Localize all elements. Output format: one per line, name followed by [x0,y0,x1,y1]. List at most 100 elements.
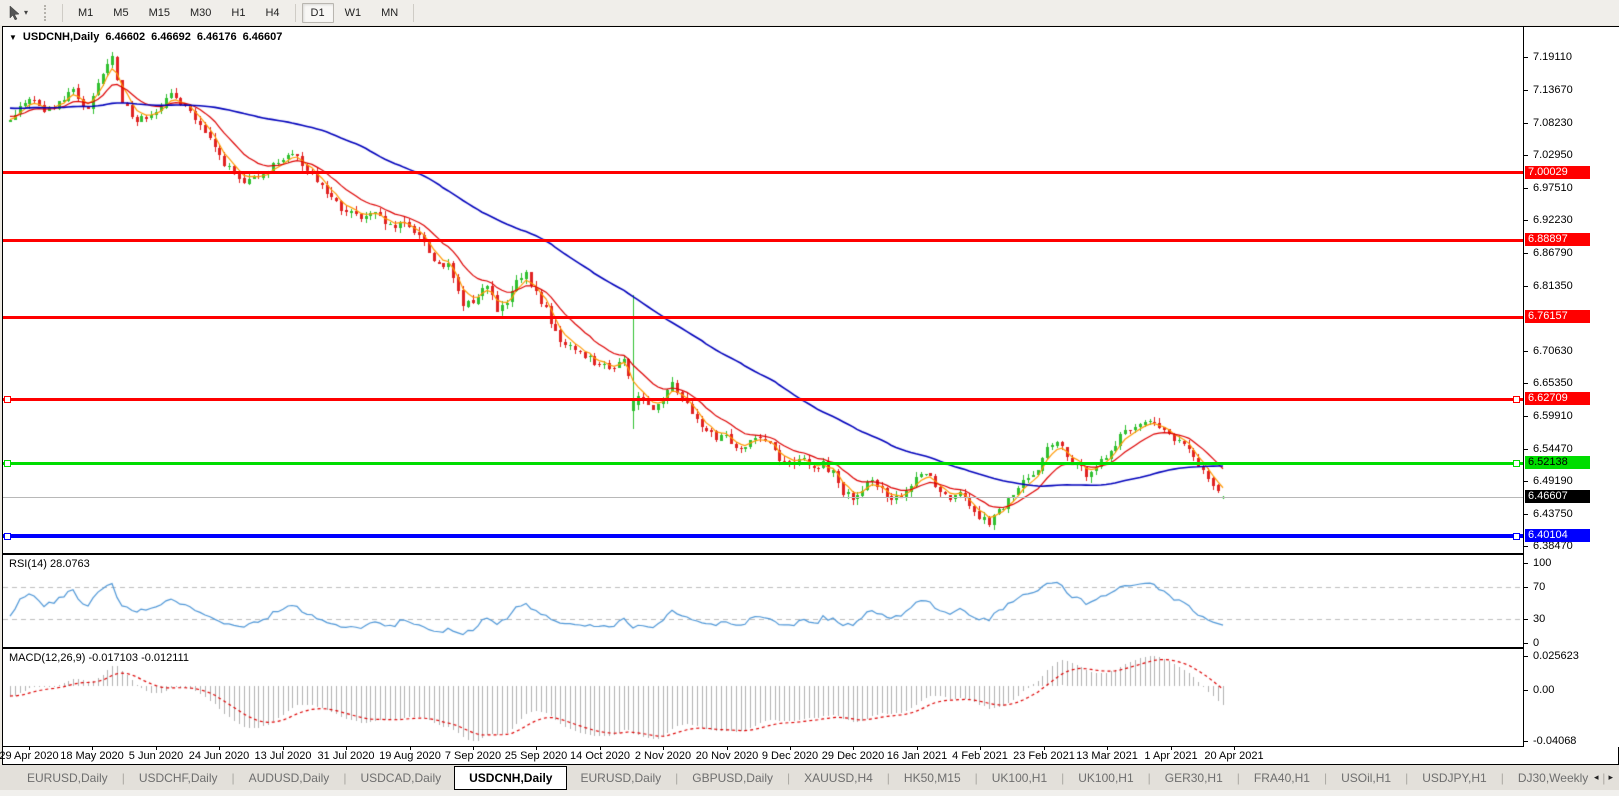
toolbar-separator [62,3,63,22]
date-tick [219,747,220,750]
rsi-panel[interactable]: RSI(14) 28.0763 [3,555,1523,647]
tab-separator: | [1405,770,1409,785]
hline-6.76157[interactable] [3,316,1523,319]
price-axis: 7.19110 7.13670 7.08230 7.02950 6.97510 6.922… [1523,27,1619,747]
date-label: 24 Jun 2020 [188,750,250,762]
timeframe-m15-button[interactable]: M15 [148,6,170,19]
tab-hk50-m15[interactable]: HK50,M15 [903,770,961,785]
tab-eurusd-daily[interactable]: EURUSD,Daily [27,770,108,785]
timeframe-mn-button[interactable]: MN [381,6,399,19]
date-tick [346,747,347,750]
tab-gbpusd-daily[interactable]: GBPUSD,Daily [692,770,773,785]
date-label: 29 Apr 2020 [0,750,59,762]
timeframe-m30-button[interactable]: M30 [189,6,212,19]
tab-usdcad-daily[interactable]: USDCAD,Daily [360,770,442,785]
price-chart-canvas[interactable] [3,27,1523,553]
macd-canvas[interactable] [3,649,1523,746]
tab-separator: | [1323,770,1328,785]
axis-tick [1524,619,1528,620]
hline-handle[interactable] [4,396,11,403]
price-tag-6.62709: 6.62709 [1525,392,1590,405]
axis-tick [1524,643,1528,644]
tab-uk100-h1[interactable]: UK100,H1 [991,770,1048,785]
date-label: 23 Feb 2021 [1013,750,1075,762]
tab-separator: | [1147,770,1151,785]
axis-tick [1524,90,1528,91]
hline-6.88897[interactable] [3,239,1523,242]
axis-tick [1524,563,1528,564]
cursor-tool-dropdown-icon[interactable]: ▾ [24,8,29,17]
tab-usoil-h1[interactable]: USOil,H1 [1341,770,1392,785]
date-label: 20 Apr 2021 [1204,750,1264,762]
price-tag-6.52138: 6.52138 [1525,456,1590,469]
tab-uk100-h1[interactable]: UK100,H1 [1078,770,1134,785]
price-axis-label: 6.59910 [1533,410,1573,422]
price-tag-6.88897: 6.88897 [1525,233,1590,246]
tab-ger30-h1[interactable]: GER30,H1 [1164,770,1223,785]
symbol-dropdown-icon[interactable]: ▼ [9,32,17,42]
timeframe-w1-button[interactable]: W1 [344,6,362,19]
tab-dj30-weekly[interactable]: DJ30,Weekly [1517,770,1589,785]
date-label: 9 Dec 2020 [761,750,819,762]
axis-tick [1524,220,1528,221]
tabs-scroll-right-icon[interactable]: ▸ [1608,772,1613,782]
hline-handle[interactable] [4,460,11,467]
tab-separator: | [974,770,978,785]
date-label: 14 Oct 2020 [570,750,630,762]
tabs-scroll-left-icon[interactable]: ◂ [1593,772,1599,782]
hline-6.62709[interactable] [3,398,1523,401]
hline-handle[interactable] [1513,396,1520,403]
hline-6.52138[interactable] [3,462,1523,465]
cursor-tool-icon[interactable] [4,4,24,22]
timeframe-h4-button[interactable]: H4 [265,6,280,19]
macd-panel[interactable]: MACD(12,26,9) -0.017103 -0.012111 [3,649,1523,746]
rsi-axis-label: 0 [1533,637,1540,649]
rsi-label: RSI(14) 28.0763 [9,558,90,570]
axis-tick [1524,286,1528,287]
tab-separator: | [1236,770,1240,785]
panel-divider[interactable] [3,647,1618,649]
price-axis-label: 6.86790 [1533,247,1573,259]
hline-7.00029[interactable] [3,171,1523,174]
tab-separator: | [1500,770,1504,785]
timeframe-m5-button[interactable]: M5 [113,6,129,19]
macd-axis-label: -0.04068 [1533,735,1577,747]
tab-audusd-daily[interactable]: AUDUSD,Daily [248,770,330,785]
date-tick [156,747,157,750]
status-bar [0,790,1619,796]
date-tick [1171,747,1172,750]
tab-separator: | [786,770,791,785]
tab-xauusd-h4[interactable]: XAUUSD,H4 [804,770,873,785]
date-label: 1 Apr 2021 [1144,750,1198,762]
rsi-axis-label: 30 [1533,613,1546,625]
hline-6.40104[interactable] [3,534,1523,538]
date-label: 29 Dec 2020 [821,750,885,762]
rsi-canvas[interactable] [3,555,1523,647]
tab-fra40-h1[interactable]: FRA40,H1 [1253,770,1310,785]
date-tick [29,747,30,750]
hline-handle[interactable] [1513,533,1520,540]
hline-handle[interactable] [4,533,11,540]
date-label: 13 Jul 2020 [254,750,312,762]
timeframe-d1-button[interactable]: D1 [301,2,334,23]
rsi-axis-label: 70 [1533,581,1546,593]
date-tick [1044,747,1045,750]
date-tick [473,747,474,750]
panel-divider[interactable] [3,553,1618,555]
axis-tick [1524,383,1528,384]
date-tick [1107,747,1108,750]
tab-eurusd-daily[interactable]: EURUSD,Daily [580,770,662,785]
price-panel[interactable]: ▼ USDCNH,Daily 6.46602 6.46692 6.46176 6… [3,27,1523,553]
date-axis: 29 Apr 2020 18 May 2020 5 Jun 2020 24 Jun 2… [0,747,1618,764]
timeframe-m1-button[interactable]: M1 [78,6,94,19]
timeframe-h1-button[interactable]: H1 [231,6,246,19]
tab-usdjpy-h1[interactable]: USDJPY,H1 [1422,770,1487,785]
macd-axis-label: 0.00 [1533,684,1555,696]
panel-divider [3,746,1618,747]
tab-usdcnh-daily[interactable]: USDCNH,Daily [454,765,568,790]
tab-usdchf-daily[interactable]: USDCHF,Daily [138,770,218,785]
price-axis-label: 6.54470 [1533,443,1573,455]
toolbar: ▾ M1 M5 M15 M30 H1 H4 D1 W1 MN [0,0,1619,25]
hline-handle[interactable] [1513,460,1520,467]
price-axis-label: 6.43750 [1533,508,1573,520]
